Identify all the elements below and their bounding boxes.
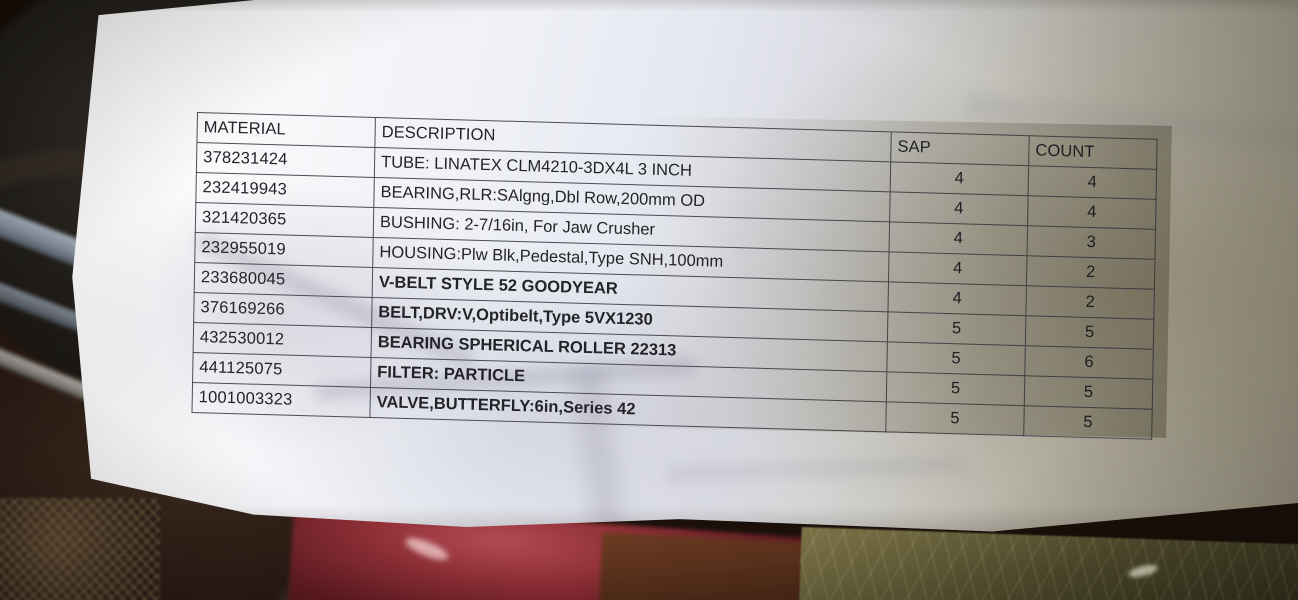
cell-count: 2 bbox=[1025, 285, 1155, 320]
cell-sap: 5 bbox=[886, 371, 1025, 406]
cell-material: 321420365 bbox=[195, 202, 374, 238]
woven-mesh-patch bbox=[0, 498, 160, 600]
column-header-sap: SAP bbox=[890, 131, 1030, 166]
cell-count: 2 bbox=[1026, 255, 1155, 290]
column-header-material: MATERIAL bbox=[196, 112, 376, 148]
cell-material: 441125075 bbox=[192, 352, 372, 388]
cell-material: 376169266 bbox=[193, 292, 373, 328]
cell-sap: 4 bbox=[888, 251, 1028, 286]
cell-material: 232419943 bbox=[195, 172, 375, 208]
cell-sap: 4 bbox=[889, 191, 1029, 226]
cell-sap: 4 bbox=[889, 221, 1028, 256]
cell-material: 233680045 bbox=[194, 262, 373, 298]
cell-count: 5 bbox=[1023, 405, 1153, 440]
cell-sap: 5 bbox=[887, 311, 1026, 346]
paper-top-shading bbox=[72, 0, 1298, 12]
cell-material: 432530012 bbox=[193, 322, 372, 358]
cell-material: 378231424 bbox=[196, 142, 375, 178]
table-body: 378231424 TUBE: LINATEX CLM4210-3DX4L 3 … bbox=[191, 142, 1157, 440]
cell-count: 6 bbox=[1024, 345, 1154, 380]
inventory-count-table: MATERIAL DESCRIPTION SAP COUNT 378231424… bbox=[191, 112, 1158, 440]
cell-sap: 4 bbox=[890, 161, 1029, 196]
cell-sap: 5 bbox=[886, 341, 1026, 376]
cell-count: 4 bbox=[1028, 165, 1157, 200]
cell-count: 5 bbox=[1024, 375, 1153, 410]
cell-sap: 4 bbox=[887, 281, 1027, 316]
inventory-table-container: MATERIAL DESCRIPTION SAP COUNT 378231424… bbox=[191, 112, 1158, 440]
paper-crease bbox=[665, 450, 967, 488]
cell-count: 3 bbox=[1027, 225, 1156, 260]
column-header-count: COUNT bbox=[1028, 135, 1158, 170]
cell-count: 5 bbox=[1025, 315, 1154, 350]
cell-material: 232955019 bbox=[194, 232, 374, 268]
cell-sap: 5 bbox=[885, 401, 1025, 436]
cell-count: 4 bbox=[1027, 195, 1157, 230]
cell-material: 1001003323 bbox=[191, 382, 371, 418]
